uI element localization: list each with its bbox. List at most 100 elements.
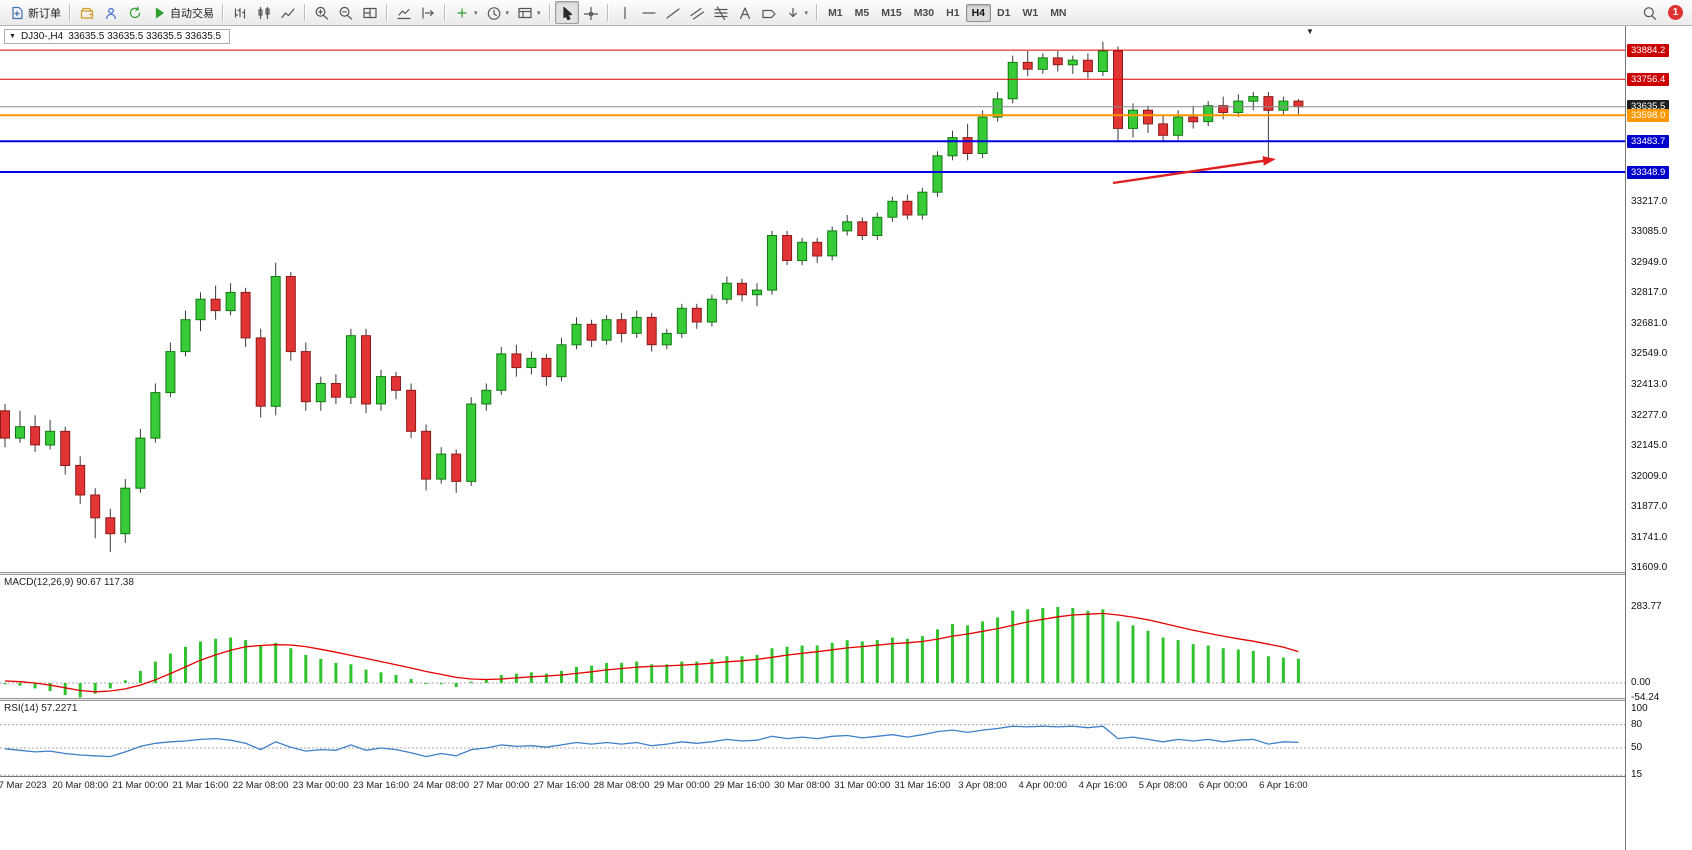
price-axis-label: 32681.0 xyxy=(1631,318,1668,329)
bar-chart-mode-icon xyxy=(234,7,246,19)
accounts-button[interactable] xyxy=(99,1,123,24)
chart-shift-marker-icon[interactable]: ▼ xyxy=(1306,27,1314,36)
main-price-pane[interactable] xyxy=(0,26,1626,572)
zoom-out-button[interactable] xyxy=(334,1,358,24)
fibonacci-tool-button[interactable] xyxy=(709,1,733,24)
zoom-in-icon xyxy=(315,6,329,20)
channel-tool-button[interactable] xyxy=(685,1,709,24)
macd-signal-line xyxy=(4,612,1299,693)
trend-arrow-head[interactable] xyxy=(1262,154,1276,166)
trend-arrow-annotation[interactable] xyxy=(1112,158,1273,185)
toolbar-separator xyxy=(548,4,551,21)
pane-separator[interactable] xyxy=(0,572,1626,575)
auto-scroll-icon xyxy=(397,8,411,19)
timeframe-d1-button[interactable]: D1 xyxy=(997,6,1011,19)
price-badge-33483.7: 33483.7 xyxy=(1627,134,1670,148)
arrow-objects-button[interactable]: ▾ xyxy=(781,1,813,24)
add-indicator-icon xyxy=(457,7,467,18)
one-click-collapse-icon[interactable]: ▼ xyxy=(9,33,16,40)
timeframe-h1-button[interactable]: H1 xyxy=(946,6,960,19)
line-chart-mode-icon xyxy=(281,7,295,18)
symbol-period-label: DJ30-,H4 xyxy=(20,31,64,42)
timeframe-m1-button[interactable]: M1 xyxy=(828,6,843,19)
time-axis-label: 31 Mar 16:00 xyxy=(894,780,951,791)
price-axis[interactable]: 33217.0 33085.0 32949.0 32817.0 32681.0 32549… xyxy=(1625,26,1692,850)
text-tool-button[interactable] xyxy=(733,1,757,24)
timeframe-m5-button[interactable]: M5 xyxy=(854,6,870,19)
toolbar-separator xyxy=(444,4,446,21)
periods-button[interactable]: ▾ xyxy=(482,1,514,24)
candles xyxy=(0,41,1304,552)
time-axis-label: 6 Apr 16:00 xyxy=(1259,780,1308,791)
rsi-line xyxy=(4,725,1299,758)
timeframe-w1-button[interactable]: W1 xyxy=(1022,6,1039,19)
time-axis-label: 23 Mar 16:00 xyxy=(353,780,409,791)
rsi-indicator-label: RSI(14) 57.2271 xyxy=(4,703,78,714)
price-badge-33598.0: 33598.0 xyxy=(1627,108,1670,122)
price-axis-label: 32009.0 xyxy=(1631,471,1668,483)
vertical-line-tool-button[interactable] xyxy=(613,1,637,24)
channel-tool-icon xyxy=(689,7,704,20)
line-chart-mode-button[interactable] xyxy=(276,1,300,24)
rsi-axis-label: 15 xyxy=(1631,769,1643,781)
toolbar-separator xyxy=(606,4,609,21)
price-axis-label: 33217.0 xyxy=(1631,196,1668,207)
crosshair-tool-button[interactable] xyxy=(579,1,603,24)
new-order-icon xyxy=(12,6,23,19)
add-indicator-button[interactable]: ▾ xyxy=(450,1,482,24)
price-badge-33756.4: 33756.4 xyxy=(1627,72,1670,86)
timeframe-m30-button[interactable]: M30 xyxy=(913,6,935,19)
toolbar-separator xyxy=(386,4,388,21)
templates-button[interactable]: ▾ xyxy=(513,1,545,24)
time-axis-label: 21 Mar 16:00 xyxy=(172,780,229,791)
chevron-down-icon: ▾ xyxy=(804,9,809,17)
tile-windows-button[interactable] xyxy=(358,1,382,24)
time-axis-label: 4 Apr 00:00 xyxy=(1018,780,1068,791)
chevron-down-icon: ▾ xyxy=(505,9,510,17)
autotrading-icon xyxy=(155,7,164,18)
time-axis-label: 29 Mar 16:00 xyxy=(713,780,770,791)
time-axis-label: 22 Mar 08:00 xyxy=(232,780,289,791)
timeframe-m15-button[interactable]: M15 xyxy=(881,6,902,19)
time-axis-label: 4 Apr 16:00 xyxy=(1078,780,1128,791)
zoom-out-icon xyxy=(339,6,353,20)
horizontal-line-tool-icon xyxy=(641,11,656,14)
timeframe-mn-button[interactable]: MN xyxy=(1050,6,1067,19)
macd-histogram xyxy=(3,607,1300,698)
cursor-tool-icon xyxy=(562,6,572,20)
auto-scroll-button[interactable] xyxy=(392,1,416,24)
bar-chart-mode-button[interactable] xyxy=(228,1,252,24)
trendline-tool-button[interactable] xyxy=(661,1,685,24)
chart-symbol-info[interactable]: ▼ DJ30-,H4 33635.5 33635.5 33635.5 33635… xyxy=(4,29,231,44)
search-button[interactable] xyxy=(1638,1,1662,24)
trendline-tool-icon xyxy=(665,7,680,19)
label-tool-button[interactable] xyxy=(757,1,781,24)
notification-badge[interactable]: 1 xyxy=(1668,5,1683,20)
time-axis-label: 27 Mar 16:00 xyxy=(533,780,590,791)
horizontal-line-tool-button[interactable] xyxy=(637,1,661,24)
toolbar-separator xyxy=(816,4,819,21)
new-order-button[interactable]: 新订单 xyxy=(5,1,65,24)
deposit-button[interactable] xyxy=(75,1,99,24)
candlestick-mode-button[interactable] xyxy=(252,1,276,24)
rsi-axis-label: 100 xyxy=(1631,703,1648,714)
pane-separator[interactable] xyxy=(0,698,1626,701)
price-axis-label: 31741.0 xyxy=(1631,532,1668,544)
cursor-tool-button[interactable] xyxy=(554,1,579,24)
ohlc-values: 33635.5 33635.5 33635.5 33635.5 xyxy=(68,31,222,42)
text-tool-icon xyxy=(739,6,750,19)
candlestick-mode-icon xyxy=(258,6,270,19)
zoom-in-button[interactable] xyxy=(310,1,334,24)
macd-pane[interactable] xyxy=(0,575,1626,698)
chart-shift-button[interactable] xyxy=(416,1,440,24)
timeframe-h4-button[interactable]: H4 xyxy=(965,3,991,22)
macd-axis-label: -54.24 xyxy=(1631,691,1660,703)
rsi-pane[interactable] xyxy=(0,701,1626,776)
new-order-button-label: 新订单 xyxy=(28,7,61,20)
search-icon xyxy=(1643,6,1657,20)
toolbar-separator xyxy=(222,4,224,21)
autotrading-button[interactable]: 自动交易 xyxy=(147,1,218,24)
sync-button[interactable] xyxy=(123,1,147,24)
